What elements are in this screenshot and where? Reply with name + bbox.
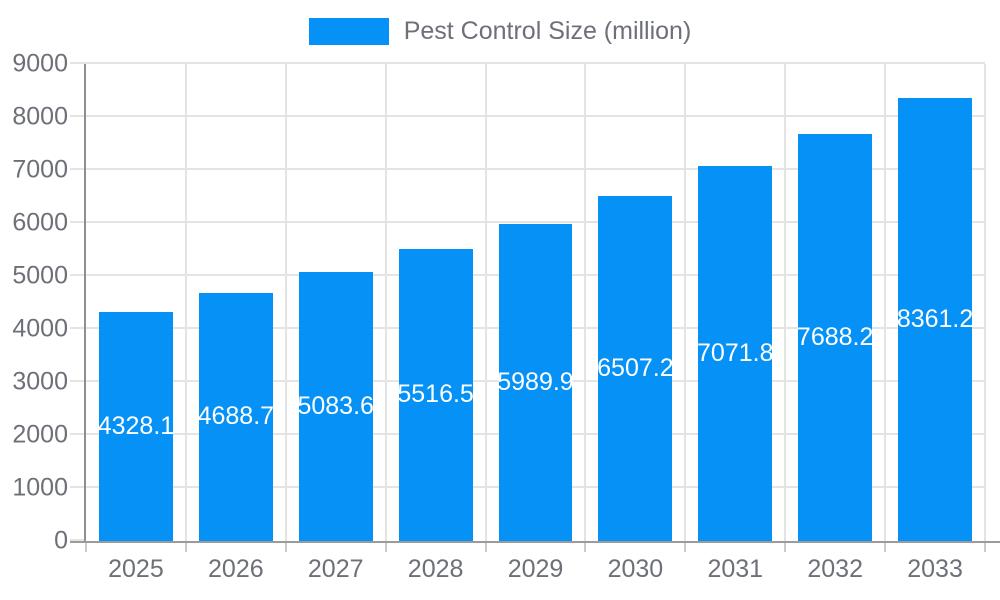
bar-value-label: 7071.8	[697, 339, 774, 368]
x-tick-label: 2031	[707, 555, 764, 583]
h-gridline	[70, 62, 985, 64]
y-axis-line	[84, 64, 86, 541]
x-tick-label: 2026	[208, 555, 264, 583]
bar-value-label: 4688.7	[197, 402, 275, 431]
bar-value-label: 7688.2	[796, 322, 874, 351]
legend-item[interactable]: Pest Control Size (million)	[0, 15, 1000, 47]
bar[interactable]: 4688.7	[197, 292, 275, 541]
h-gridline	[70, 221, 985, 224]
legend-swatch	[308, 17, 389, 45]
x-tick-label: 2025	[108, 555, 164, 583]
bar[interactable]: 6507.2	[597, 196, 674, 541]
bar[interactable]: 5989.9	[497, 223, 574, 541]
x-axis: 2025 2026 2027 2028 2029 2030 2031 2032 2033	[86, 555, 985, 584]
x-tick-label: 2029	[507, 555, 564, 583]
x-tick-label: 2028	[407, 555, 464, 583]
x-tick	[784, 541, 787, 552]
bar-value-label: 5516.5	[397, 380, 474, 409]
x-tick	[484, 541, 487, 552]
x-tick	[884, 541, 887, 552]
y-tick-label: 5000	[12, 261, 68, 290]
bar[interactable]: 4328.1	[97, 311, 175, 541]
v-gridline	[184, 64, 187, 541]
y-tick-label: 4000	[12, 314, 68, 343]
v-gridline	[684, 64, 687, 541]
h-gridline	[70, 115, 985, 117]
v-gridline	[384, 64, 387, 541]
x-tick	[984, 541, 986, 552]
x-tick	[85, 541, 87, 552]
v-gridline	[984, 64, 986, 541]
bar[interactable]: 7071.8	[697, 166, 774, 541]
x-tick	[284, 541, 287, 552]
bar-value-label: 8361.2	[896, 304, 974, 333]
y-tick	[70, 539, 86, 541]
bar-value-label: 5989.9	[497, 367, 574, 396]
x-tick-label: 2032	[807, 555, 863, 583]
bar-value-label: 6507.2	[597, 354, 674, 383]
y-tick-label: 8000	[12, 102, 68, 131]
x-axis-line	[70, 541, 1000, 543]
bar[interactable]: 5083.6	[297, 271, 374, 541]
x-tick-label: 2030	[607, 555, 664, 583]
x-tick-label: 2027	[307, 555, 364, 583]
y-tick-label: 3000	[12, 367, 68, 396]
bar[interactable]: 5516.5	[397, 248, 474, 541]
y-tick-label: 7000	[12, 155, 68, 184]
y-tick-label: 6000	[12, 208, 68, 237]
v-gridline	[584, 64, 587, 541]
x-tick	[584, 541, 587, 552]
bar-value-label: 5083.6	[297, 391, 374, 420]
y-tick-label: 2000	[12, 420, 68, 449]
v-gridline	[884, 64, 887, 541]
y-tick-label: 1000	[12, 473, 68, 502]
plot-area: 4328.1 4688.7 5083.6 5516.5 5989.9 6507.2 7071…	[70, 62, 1000, 552]
legend-label: Pest Control Size (million)	[403, 16, 692, 45]
y-tick-label: 0	[54, 526, 68, 555]
v-gridline	[484, 64, 487, 541]
bar-value-label: 4328.1	[97, 411, 175, 440]
x-tick	[184, 541, 187, 552]
v-gridline	[284, 64, 287, 541]
h-gridline	[70, 168, 985, 170]
x-tick	[684, 541, 687, 552]
y-tick-label: 9000	[12, 49, 68, 78]
bar[interactable]: 7688.2	[796, 133, 874, 541]
bar[interactable]: 8361.2	[896, 97, 974, 541]
x-tick	[384, 541, 387, 552]
v-gridline	[784, 64, 787, 541]
x-tick-label: 2033	[907, 555, 963, 583]
y-axis: 0 1000 2000 3000 4000 5000 6000 7000 8000 9000	[0, 51, 70, 553]
